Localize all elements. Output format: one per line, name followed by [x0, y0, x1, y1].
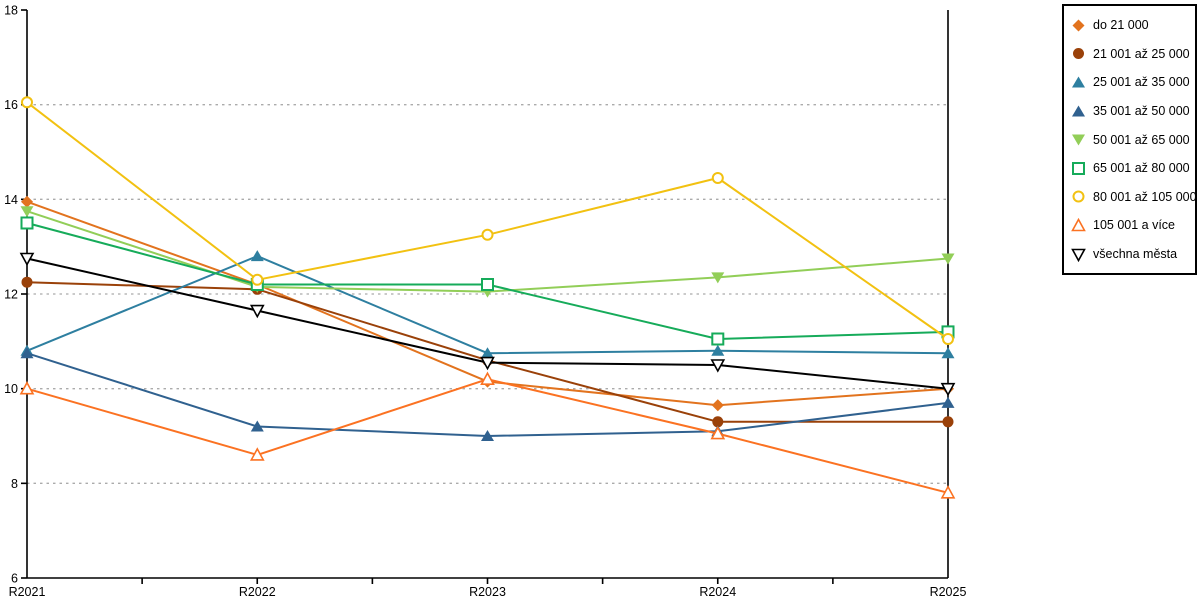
legend-marker — [1072, 76, 1085, 88]
triangle-up-marker-icon — [1072, 105, 1085, 117]
triangle-up-marker-icon — [20, 347, 34, 359]
triangle-up-marker-icon — [711, 344, 725, 356]
triangle-up-open-marker-icon — [710, 425, 726, 440]
triangle-up-open-marker-icon — [19, 381, 35, 395]
triangle-up-open-marker-icon — [940, 485, 956, 499]
square-open-marker-icon — [711, 332, 725, 346]
y-axis-tick-labels: 6 8 10 12 14 16 18 — [4, 4, 18, 586]
triangle-down-marker-icon — [1072, 134, 1085, 146]
x-axis-tick-label: R2022 — [239, 585, 276, 599]
triangle-down-open-marker-icon — [19, 252, 35, 267]
series-8 — [19, 252, 956, 397]
legend-item: 80 001 až 105 000 — [1071, 183, 1197, 212]
y-axis-tick-label: 6 — [11, 572, 18, 586]
legend-item: 25 001 až 35 000 — [1071, 68, 1191, 97]
line-chart: 6 8 10 12 14 16 18 R2021 R2022 R2023 R2024 R2025 — [4, 4, 967, 600]
triangle-down-open-marker-icon — [1071, 248, 1086, 262]
legend-item: do 21 000 — [1071, 11, 1191, 40]
legend-marker — [1073, 48, 1084, 60]
legend-item: všechna města — [1071, 240, 1191, 269]
x-axis-tick-label: R2024 — [699, 585, 736, 599]
legend-marker — [1071, 248, 1086, 262]
legend-label: 80 001 až 105 000 — [1093, 189, 1197, 204]
circle-marker-icon — [21, 276, 33, 288]
square-open-marker-icon — [1072, 161, 1085, 175]
triangle-down-open-marker-icon — [249, 304, 265, 319]
series-7 — [19, 371, 956, 499]
legend-label: všechna města — [1093, 247, 1178, 262]
legend-label: 65 001 až 80 000 — [1093, 161, 1190, 176]
triangle-up-open-marker-icon — [1071, 217, 1086, 232]
legend-label: 105 001 a více — [1093, 218, 1176, 233]
legend-item: 35 001 až 50 000 — [1071, 97, 1191, 126]
x-axis-tick-label: R2025 — [930, 585, 967, 599]
triangle-up-marker-icon — [1072, 76, 1085, 88]
triangle-up-marker-icon — [481, 430, 494, 441]
triangle-up-marker-icon — [941, 347, 955, 359]
legend-marker — [1072, 19, 1085, 32]
circle-marker-icon — [942, 416, 954, 428]
legend-marker — [1072, 105, 1085, 117]
circle-open-marker-icon — [1072, 190, 1085, 203]
legend-label: 21 001 až 25 000 — [1093, 46, 1190, 61]
x-axis-tick-labels: R2021 R2022 R2023 R2024 R2025 — [9, 585, 967, 599]
circle-open-marker-icon — [711, 172, 724, 184]
triangle-down-open-marker-icon — [940, 382, 956, 397]
y-axis-tick-label: 10 — [4, 382, 18, 396]
triangle-down-open-marker-icon — [480, 356, 495, 371]
y-axis-tick-label: 8 — [11, 477, 18, 491]
triangle-up-marker-icon — [941, 396, 955, 408]
circle-open-marker-icon — [942, 333, 954, 345]
triangle-down-marker-icon — [20, 206, 34, 218]
square-open-marker-icon — [20, 216, 34, 230]
chart-legend: do 21 000 21 001 až 25 000 25 001 až 35 … — [1062, 4, 1197, 276]
legend-label: 25 001 až 35 000 — [1093, 75, 1190, 90]
y-axis-tick-label: 12 — [4, 288, 18, 302]
y-axis-tick-label: 14 — [4, 193, 18, 207]
legend-item: 50 001 až 65 000 — [1071, 125, 1191, 154]
diamond-marker-icon — [711, 399, 724, 412]
circle-marker-icon — [712, 416, 724, 428]
legend-label: 50 001 až 65 000 — [1093, 132, 1190, 147]
triangle-up-marker-icon — [250, 250, 264, 262]
triangle-up-marker-icon — [250, 420, 264, 432]
series-6 — [21, 96, 954, 345]
legend-marker — [1072, 134, 1085, 146]
legend-item: 21 001 až 25 000 — [1071, 40, 1191, 69]
circle-open-marker-icon — [481, 228, 494, 241]
triangle-up-marker-icon — [481, 347, 494, 359]
legend-marker — [1071, 217, 1086, 232]
circle-open-marker-icon — [21, 96, 33, 109]
circle-marker-icon — [1073, 48, 1084, 60]
x-axis-tick-label: R2021 — [9, 585, 46, 599]
legend-marker — [1072, 161, 1085, 175]
legend-marker — [1072, 190, 1085, 203]
diamond-marker-icon — [21, 195, 33, 208]
series-2 — [20, 250, 955, 359]
triangle-up-open-marker-icon — [480, 371, 495, 385]
triangle-up-open-marker-icon — [249, 447, 265, 461]
triangle-down-marker-icon — [711, 272, 725, 284]
legend-label: do 21 000 — [1093, 18, 1149, 33]
triangle-down-marker-icon — [941, 253, 955, 265]
y-axis-tick-label: 16 — [4, 98, 18, 112]
y-axis-tick-label: 18 — [4, 4, 18, 18]
square-open-marker-icon — [481, 278, 494, 291]
legend-label: 35 001 až 50 000 — [1093, 104, 1190, 119]
diamond-marker-icon — [1072, 19, 1085, 32]
triangle-down-open-marker-icon — [710, 359, 726, 373]
gridlines — [27, 104, 948, 484]
legend-item: 65 001 až 80 000 — [1071, 154, 1191, 183]
legend-item: 105 001 a více — [1071, 211, 1191, 240]
circle-open-marker-icon — [251, 273, 264, 286]
x-axis-tick-label: R2023 — [469, 585, 506, 599]
